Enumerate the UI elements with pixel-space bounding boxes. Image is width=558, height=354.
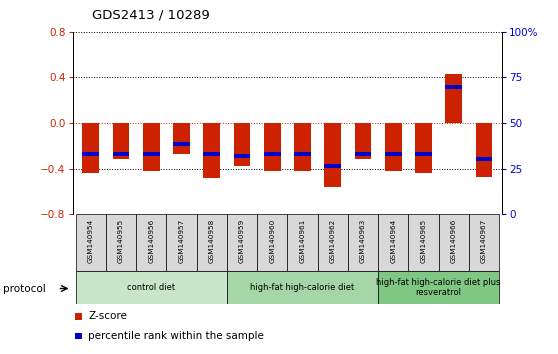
Text: GSM140961: GSM140961 xyxy=(300,219,305,263)
Bar xyxy=(204,123,220,178)
Text: GSM140954: GSM140954 xyxy=(88,219,94,263)
Bar xyxy=(294,123,311,171)
Bar xyxy=(378,214,408,271)
Bar xyxy=(173,142,190,145)
Text: GSM140967: GSM140967 xyxy=(481,219,487,263)
Bar xyxy=(75,313,81,320)
Bar xyxy=(348,214,378,271)
Text: high-fat high-calorie diet plus
resveratrol: high-fat high-calorie diet plus resverat… xyxy=(377,278,501,297)
Text: high-fat high-calorie diet: high-fat high-calorie diet xyxy=(251,283,355,292)
Bar xyxy=(143,152,160,156)
Text: protocol: protocol xyxy=(3,284,46,293)
Text: GSM140959: GSM140959 xyxy=(239,219,245,263)
Bar xyxy=(227,214,257,271)
Text: percentile rank within the sample: percentile rank within the sample xyxy=(88,331,264,341)
Bar xyxy=(264,123,281,171)
Bar xyxy=(287,214,318,271)
Text: GSM140962: GSM140962 xyxy=(330,219,336,263)
Bar xyxy=(415,152,432,156)
Bar xyxy=(439,214,469,271)
Bar xyxy=(318,214,348,271)
Text: GSM140964: GSM140964 xyxy=(390,219,396,263)
Text: GSM140957: GSM140957 xyxy=(179,219,185,263)
Text: GSM140955: GSM140955 xyxy=(118,219,124,263)
Bar xyxy=(264,152,281,156)
Bar xyxy=(469,214,499,271)
Text: GSM140960: GSM140960 xyxy=(270,219,275,263)
Bar xyxy=(106,214,136,271)
Text: GSM140958: GSM140958 xyxy=(209,219,215,263)
Bar xyxy=(113,152,129,156)
Bar xyxy=(234,154,251,158)
Bar xyxy=(324,123,341,187)
Bar xyxy=(324,164,341,168)
Bar xyxy=(227,271,378,304)
Bar xyxy=(83,123,99,173)
Bar xyxy=(355,123,371,159)
Text: GSM140956: GSM140956 xyxy=(148,219,154,263)
Bar xyxy=(234,123,251,166)
Bar xyxy=(113,123,129,159)
Bar xyxy=(143,123,160,171)
Bar xyxy=(75,214,106,271)
Text: Z-score: Z-score xyxy=(88,312,127,321)
Bar xyxy=(294,152,311,156)
Bar xyxy=(385,152,402,156)
Bar xyxy=(204,152,220,156)
Bar xyxy=(445,85,462,88)
Bar xyxy=(136,214,166,271)
Bar xyxy=(355,152,371,156)
Bar xyxy=(385,123,402,171)
Bar xyxy=(378,271,499,304)
Bar xyxy=(476,158,492,161)
Bar xyxy=(83,152,99,156)
Bar xyxy=(476,123,492,177)
Bar xyxy=(445,74,462,123)
Bar xyxy=(415,123,432,173)
Text: control diet: control diet xyxy=(127,283,175,292)
Bar xyxy=(408,214,439,271)
Text: GSM140963: GSM140963 xyxy=(360,219,366,263)
Bar xyxy=(257,214,287,271)
Bar xyxy=(166,214,196,271)
Bar xyxy=(75,271,227,304)
Text: GSM140965: GSM140965 xyxy=(421,219,426,263)
Bar xyxy=(196,214,227,271)
Text: GSM140966: GSM140966 xyxy=(451,219,457,263)
Bar xyxy=(173,123,190,154)
Bar xyxy=(75,333,81,339)
Text: GDS2413 / 10289: GDS2413 / 10289 xyxy=(92,9,210,22)
